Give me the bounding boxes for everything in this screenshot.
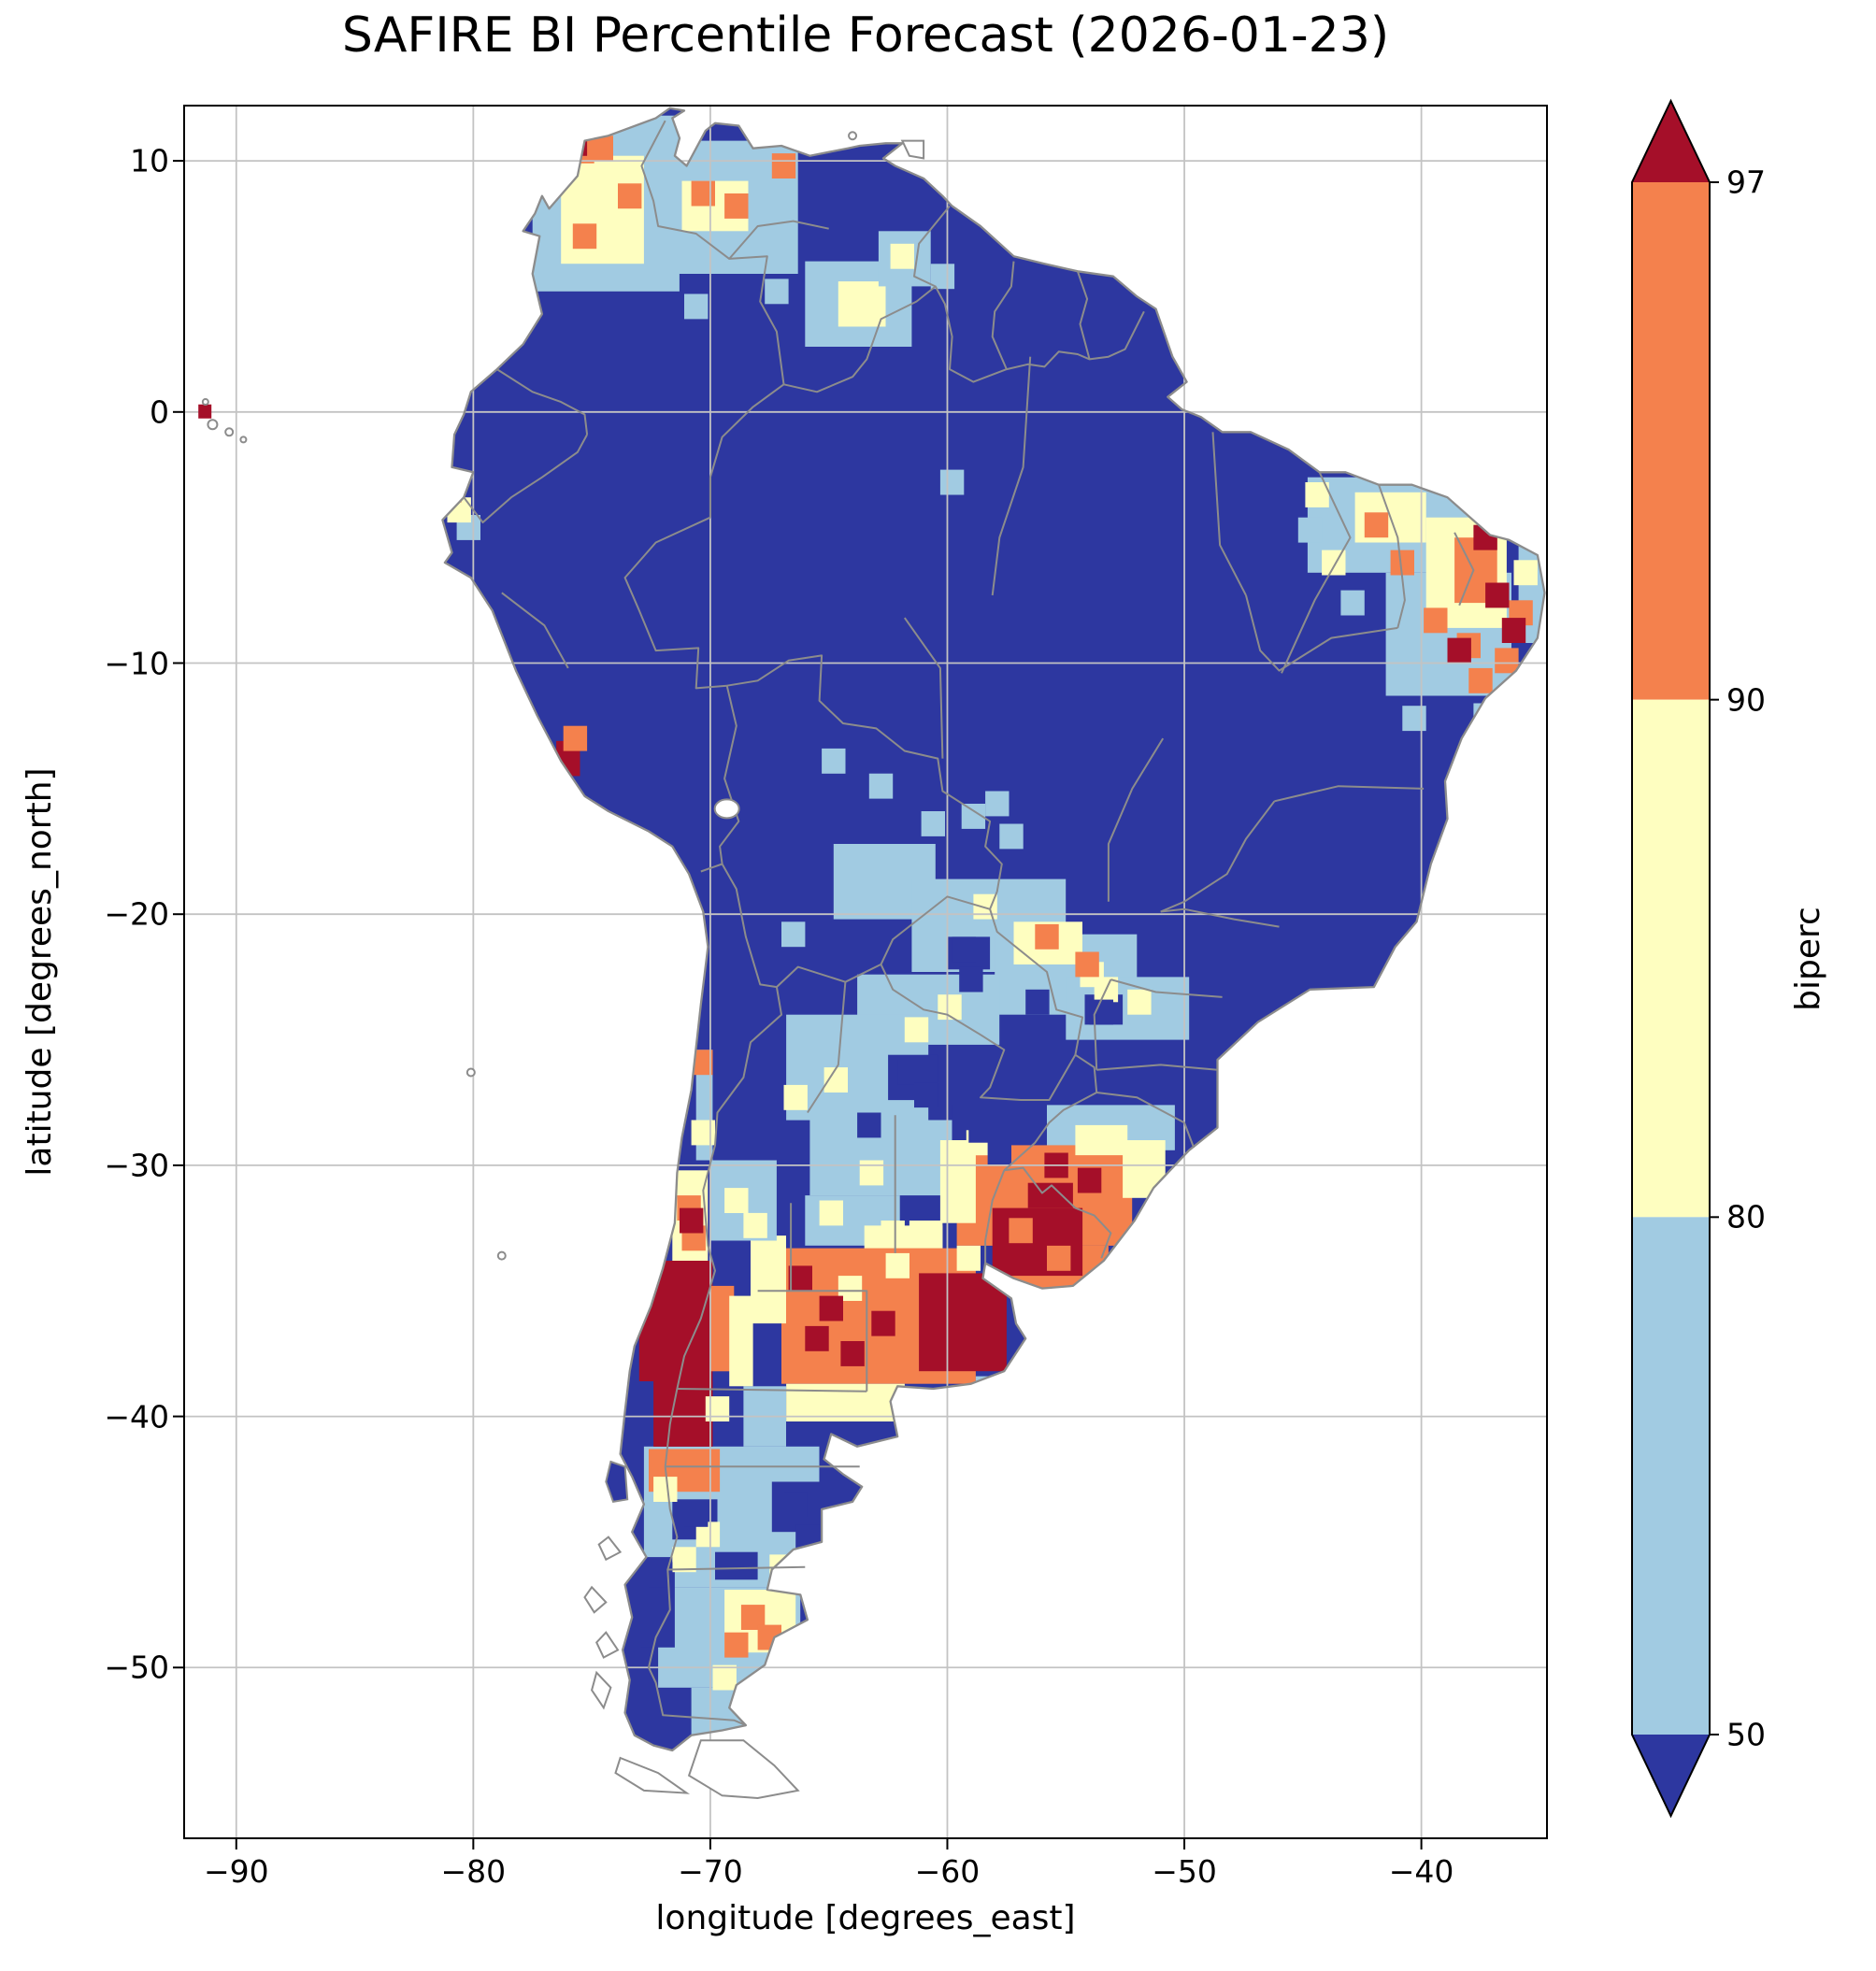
- y-tick-label: −10: [104, 645, 169, 681]
- axes-frame: [183, 105, 1548, 1839]
- galapagos-hot-cell: [198, 404, 212, 419]
- colorbar-tick-label: 90: [1726, 681, 1766, 719]
- colorbar-under-arrow: [1632, 1735, 1710, 1816]
- colorbar-label: biperc: [1789, 907, 1827, 1011]
- y-axis-label: latitude [degrees_north]: [21, 767, 59, 1177]
- x-tick-label: −50: [1152, 1853, 1217, 1890]
- admin-borders: [463, 120, 1475, 1727]
- y-tick-label: 0: [150, 393, 169, 431]
- x-tick-label: −60: [914, 1853, 981, 1890]
- x-tick-label: −80: [440, 1853, 507, 1890]
- chiloe-island: [605, 1460, 629, 1504]
- x-tick-label: −90: [203, 1853, 269, 1890]
- x-axis-label: longitude [degrees_east]: [655, 1899, 1076, 1937]
- y-tick-label: −50: [104, 1649, 169, 1686]
- axis-tick-marks: [173, 160, 1423, 1850]
- colorbar-tick-label: 97: [1726, 164, 1766, 201]
- x-tick-label: −70: [678, 1853, 743, 1890]
- colorbar-tick-label: 50: [1726, 1716, 1766, 1753]
- y-tick-label: −20: [104, 895, 169, 933]
- colorbar-tick-label: 80: [1726, 1198, 1766, 1235]
- y-tick-label: −40: [104, 1398, 169, 1435]
- lake-titicaca: [713, 798, 740, 820]
- y-tick-label: −30: [104, 1147, 169, 1184]
- map-group: [184, 106, 1547, 1838]
- x-tick-label: −40: [1388, 1853, 1454, 1890]
- gridlines: [184, 106, 1547, 1838]
- y-tick-label: 10: [130, 142, 169, 179]
- chart-title: SAFIRE BI Percentile Forecast (2026-01-2…: [341, 7, 1390, 64]
- colorbar-over-arrow: [1632, 101, 1710, 182]
- colorbar: [1631, 98, 1719, 1819]
- islands: [198, 131, 925, 1800]
- coastline: [441, 107, 1546, 1752]
